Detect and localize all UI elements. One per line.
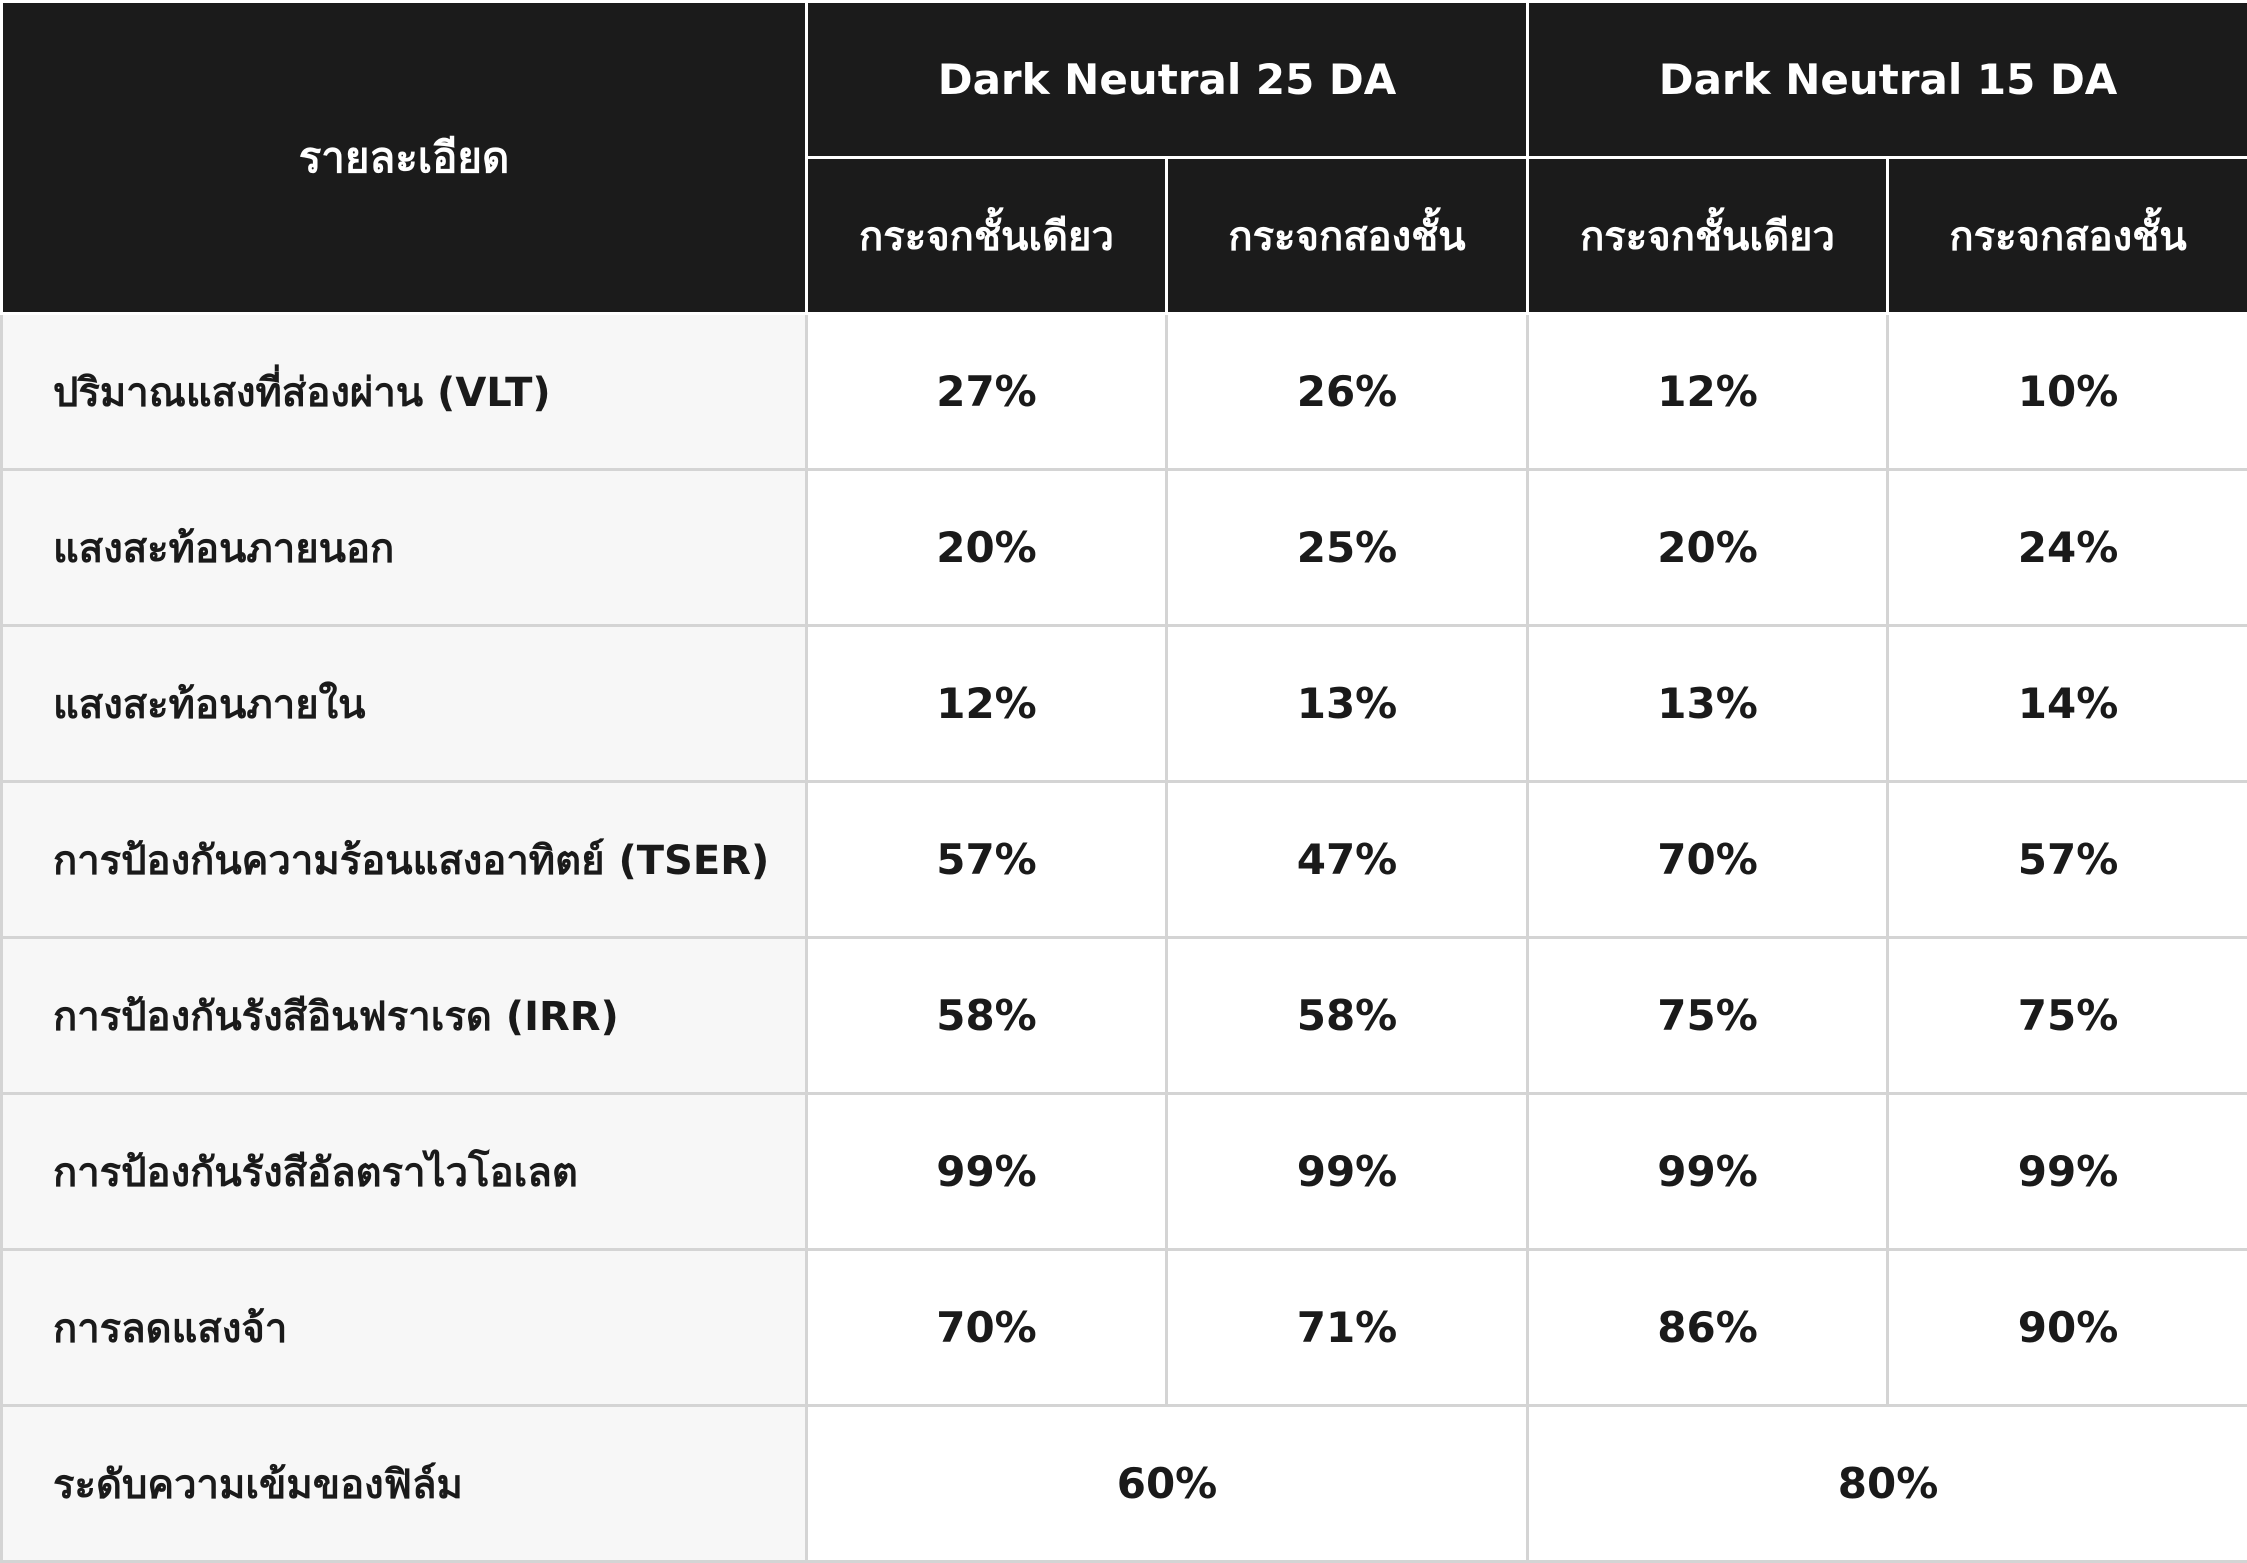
table-row: การป้องกันความร้อนแสงอาทิตย์ (TSER) 57% … xyxy=(0,780,2247,939)
row-label-vlt: ปริมาณแสงที่ส่องผ่าน (VLT) xyxy=(0,312,808,471)
table-cell: 12% xyxy=(805,624,1168,783)
table-cell: 24% xyxy=(1886,468,2247,627)
table-cell: 99% xyxy=(805,1092,1168,1251)
table-cell: 90% xyxy=(1886,1248,2247,1407)
table-row: แสงสะท้อนภายนอก 20% 25% 20% 24% xyxy=(0,468,2247,627)
table-cell: 20% xyxy=(805,468,1168,627)
header-single-glass-15: กระจกชั้นเดียว xyxy=(1526,156,1890,315)
table-row: ระดับความเข้มของฟิล์ม 60% 80% xyxy=(0,1404,2247,1563)
table-cell: 57% xyxy=(1886,780,2247,939)
table-cell: 75% xyxy=(1886,936,2247,1095)
table-cell: 75% xyxy=(1526,936,1890,1095)
table-cell: 27% xyxy=(805,312,1168,471)
row-label-irr: การป้องกันรังสีอินฟราเรด (IRR) xyxy=(0,936,808,1095)
row-label-film-density: ระดับความเข้มของฟิล์ม xyxy=(0,1404,808,1563)
row-label-tser: การป้องกันความร้อนแสงอาทิตย์ (TSER) xyxy=(0,780,808,939)
table-cell: 26% xyxy=(1164,312,1530,471)
header-group-dark-neutral-15: Dark Neutral 15 DA xyxy=(1526,0,2247,159)
table-cell: 70% xyxy=(805,1248,1168,1407)
header-single-glass-25: กระจกชั้นเดียว xyxy=(805,156,1168,315)
table-cell: 58% xyxy=(805,936,1168,1095)
table-cell: 47% xyxy=(1164,780,1530,939)
table-cell: 14% xyxy=(1886,624,2247,783)
header-group-dark-neutral-25: Dark Neutral 25 DA xyxy=(804,0,1530,159)
table-cell: 71% xyxy=(1164,1248,1530,1407)
table-cell: 70% xyxy=(1526,780,1890,939)
row-label-internal-reflection: แสงสะท้อนภายใน xyxy=(0,624,808,783)
film-density-25: 60% xyxy=(804,1404,1530,1563)
row-label-glare-reduction: การลดแสงจ้า xyxy=(0,1248,808,1407)
table-cell: 13% xyxy=(1526,624,1890,783)
table-cell: 20% xyxy=(1526,468,1890,627)
table-header: รายละเอียด Dark Neutral 25 DA Dark Neutr… xyxy=(0,0,2247,315)
row-label-external-reflection: แสงสะท้อนภายนอก xyxy=(0,468,808,627)
table-cell: 57% xyxy=(805,780,1168,939)
table-cell: 12% xyxy=(1526,312,1890,471)
table-cell: 58% xyxy=(1164,936,1530,1095)
header-double-glass-15: กระจกสองชั้น xyxy=(1886,156,2247,315)
header-double-glass-25: กระจกสองชั้น xyxy=(1164,156,1530,315)
table-row: การป้องกันรังสีอัลตราไวโอเลต 99% 99% 99%… xyxy=(0,1092,2247,1251)
table-cell: 99% xyxy=(1526,1092,1890,1251)
header-detail-label: รายละเอียด xyxy=(0,0,808,315)
header-row-glass-types: กระจกชั้นเดียว กระจกสองชั้น กระจกชั้นเดี… xyxy=(2,156,2247,315)
table-cell: 13% xyxy=(1164,624,1530,783)
table-body: ปริมาณแสงที่ส่องผ่าน (VLT) 27% 26% 12% 1… xyxy=(0,312,2247,1563)
table-cell: 25% xyxy=(1164,468,1530,627)
film-density-15: 80% xyxy=(1526,1404,2247,1563)
table-cell: 86% xyxy=(1526,1248,1890,1407)
table-row: ปริมาณแสงที่ส่องผ่าน (VLT) 27% 26% 12% 1… xyxy=(0,312,2247,471)
table-cell: 10% xyxy=(1886,312,2247,471)
table-row: แสงสะท้อนภายใน 12% 13% 13% 14% xyxy=(0,624,2247,783)
table-cell: 99% xyxy=(1886,1092,2247,1251)
header-row-groups: รายละเอียด Dark Neutral 25 DA Dark Neutr… xyxy=(0,0,2247,315)
table-cell: 99% xyxy=(1164,1092,1530,1251)
row-label-uv-protection: การป้องกันรังสีอัลตราไวโอเลต xyxy=(0,1092,808,1251)
table-row: การป้องกันรังสีอินฟราเรด (IRR) 58% 58% 7… xyxy=(0,936,2247,1095)
table-row: การลดแสงจ้า 70% 71% 86% 90% xyxy=(0,1248,2247,1407)
